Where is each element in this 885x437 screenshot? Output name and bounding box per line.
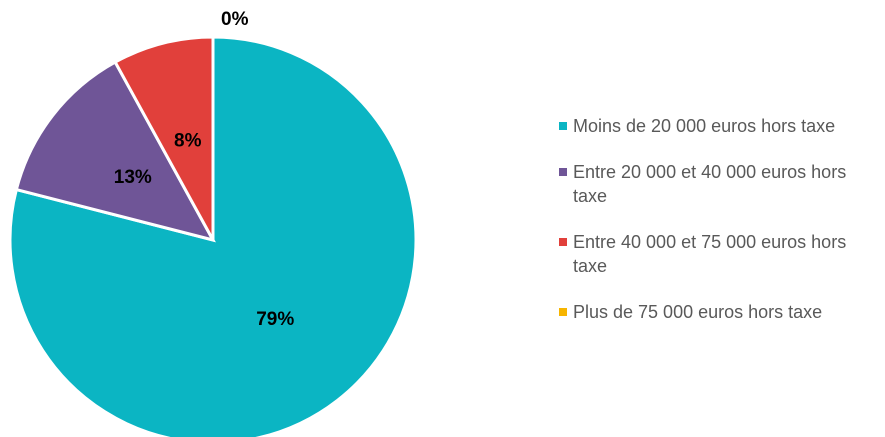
legend-label: Plus de 75 000 euros hors taxe: [573, 302, 823, 322]
legend-swatch: [559, 238, 567, 246]
legend-item: Entre 20 000 et 40 000 euros hors taxe: [558, 160, 878, 208]
data-label: 8%: [174, 131, 202, 152]
legend-label: Entre 40 000 et 75 000 euros hors taxe: [573, 232, 847, 276]
legend-label: Moins de 20 000 euros hors taxe: [573, 116, 836, 136]
legend-item: Moins de 20 000 euros hors taxe: [558, 114, 878, 138]
legend: Moins de 20 000 euros hors taxe Entre 20 …: [558, 114, 878, 324]
data-label: 79%: [256, 309, 294, 330]
legend-item: Plus de 75 000 euros hors taxe: [558, 300, 878, 324]
legend-label: Entre 20 000 et 40 000 euros hors taxe: [573, 162, 847, 206]
legend-item: Entre 40 000 et 75 000 euros hors taxe: [558, 230, 878, 278]
legend-swatch: [559, 168, 567, 176]
legend-swatch: [559, 308, 567, 316]
data-label: 13%: [114, 167, 152, 188]
pie-slice: [113, 35, 215, 241]
data-label: 0%: [221, 9, 249, 30]
pie-slice: [14, 60, 216, 243]
legend-swatch: [559, 122, 567, 130]
